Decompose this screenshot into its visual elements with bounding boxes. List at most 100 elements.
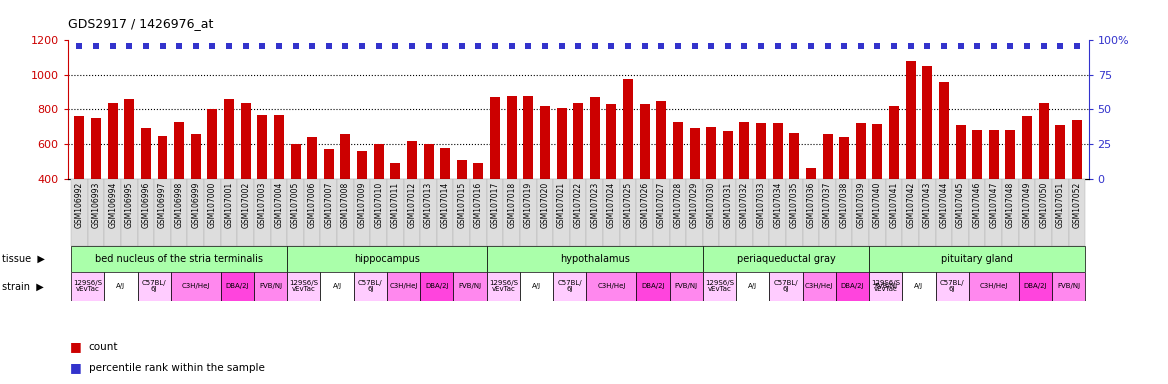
Bar: [174, 121, 185, 179]
Bar: [75, 116, 84, 179]
Bar: [320, 179, 338, 246]
Bar: [354, 272, 387, 301]
Bar: [287, 179, 304, 246]
Bar: [669, 179, 687, 246]
Text: GSM107014: GSM107014: [440, 182, 450, 228]
Bar: [606, 104, 617, 179]
Bar: [673, 121, 683, 179]
Text: C3H/HeJ: C3H/HeJ: [805, 283, 834, 289]
Text: GSM107034: GSM107034: [773, 182, 783, 228]
Text: A/J: A/J: [117, 283, 125, 289]
Text: GSM107019: GSM107019: [523, 182, 533, 228]
Text: GSM107024: GSM107024: [607, 182, 616, 228]
Text: FVB/NJ: FVB/NJ: [675, 283, 697, 289]
Bar: [71, 246, 287, 272]
Text: GSM106993: GSM106993: [91, 182, 100, 228]
Point: [369, 43, 388, 49]
Point: [486, 43, 505, 49]
Bar: [138, 272, 171, 301]
Bar: [802, 179, 819, 246]
Point: [436, 43, 454, 49]
Point: [303, 43, 321, 49]
Text: DBA/2J: DBA/2J: [641, 283, 665, 289]
Text: GSM107037: GSM107037: [823, 182, 832, 228]
Point: [635, 43, 654, 49]
Bar: [586, 179, 603, 246]
Point: [819, 43, 837, 49]
Bar: [822, 134, 833, 179]
Bar: [986, 179, 1002, 246]
Bar: [1018, 272, 1052, 301]
Bar: [71, 272, 104, 301]
Bar: [487, 246, 703, 272]
Bar: [138, 179, 154, 246]
Point: [752, 43, 771, 49]
Bar: [1006, 130, 1015, 179]
Point: [220, 43, 238, 49]
Point: [1035, 43, 1054, 49]
Point: [985, 43, 1003, 49]
Point: [169, 43, 188, 49]
Point: [686, 43, 704, 49]
Text: periaqueductal gray: periaqueductal gray: [737, 254, 835, 264]
Text: GSM107022: GSM107022: [573, 182, 583, 228]
Bar: [71, 179, 88, 246]
Bar: [304, 179, 320, 246]
Bar: [819, 179, 836, 246]
Text: GSM107005: GSM107005: [291, 182, 300, 228]
Text: FVB/NJ: FVB/NJ: [459, 283, 481, 289]
Bar: [503, 179, 520, 246]
Bar: [221, 272, 253, 301]
Text: GSM106997: GSM106997: [158, 182, 167, 228]
Text: GDS2917 / 1426976_at: GDS2917 / 1426976_at: [68, 17, 213, 30]
Bar: [856, 123, 865, 179]
Point: [385, 43, 404, 49]
Text: GSM107046: GSM107046: [973, 182, 981, 228]
Bar: [287, 246, 487, 272]
Bar: [1072, 120, 1082, 179]
Text: GSM107025: GSM107025: [624, 182, 633, 228]
Bar: [836, 179, 853, 246]
Text: GSM107029: GSM107029: [690, 182, 698, 228]
Bar: [158, 136, 167, 179]
Text: percentile rank within the sample: percentile rank within the sample: [89, 363, 265, 373]
Bar: [1018, 179, 1035, 246]
Bar: [424, 144, 433, 179]
Bar: [507, 96, 516, 179]
Bar: [723, 131, 732, 179]
Text: GSM107002: GSM107002: [241, 182, 250, 228]
Point: [519, 43, 537, 49]
Point: [86, 43, 105, 49]
Bar: [453, 179, 470, 246]
Point: [785, 43, 804, 49]
Point: [536, 43, 555, 49]
Bar: [390, 163, 401, 179]
Bar: [586, 272, 637, 301]
Bar: [208, 109, 217, 179]
Text: GSM107020: GSM107020: [541, 182, 549, 228]
Point: [619, 43, 638, 49]
Bar: [689, 127, 700, 179]
Text: C3H/HeJ: C3H/HeJ: [597, 283, 626, 289]
Text: GSM107031: GSM107031: [723, 182, 732, 228]
Bar: [320, 272, 354, 301]
Bar: [253, 179, 271, 246]
Text: ■: ■: [70, 361, 82, 374]
Bar: [520, 272, 554, 301]
Text: GSM107048: GSM107048: [1006, 182, 1015, 228]
Bar: [224, 99, 234, 179]
Text: GSM107050: GSM107050: [1040, 182, 1048, 228]
Bar: [171, 272, 221, 301]
Point: [902, 43, 920, 49]
Bar: [905, 61, 916, 179]
Text: A/J: A/J: [333, 283, 342, 289]
Text: FVB/NJ: FVB/NJ: [874, 283, 897, 289]
Bar: [338, 179, 354, 246]
Text: DBA/2J: DBA/2J: [225, 283, 249, 289]
Bar: [869, 246, 1085, 272]
Point: [236, 43, 255, 49]
Point: [452, 43, 471, 49]
Text: GSM107000: GSM107000: [208, 182, 217, 228]
Text: GSM107021: GSM107021: [557, 182, 566, 228]
Bar: [590, 98, 600, 179]
